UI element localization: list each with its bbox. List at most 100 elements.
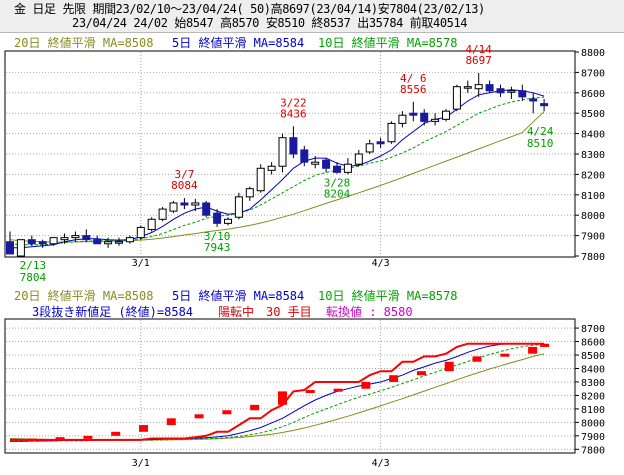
candle-up-body (507, 90, 516, 93)
candle-down-body (93, 239, 102, 245)
lower-y-tick-label: 8600 (581, 338, 605, 349)
new-price-bar (27, 438, 37, 442)
annotation-value: 8510 (527, 137, 554, 150)
candle-down-body (409, 112, 418, 116)
main-y-tick-label: 8200 (581, 170, 605, 181)
candle-up-body (169, 202, 178, 212)
new-price-bar (528, 346, 538, 354)
candle-up-body (343, 163, 352, 173)
header-period-line: 金 日足 先限 期間23/02/10～23/04/24( 50)高8697(23… (14, 2, 485, 16)
lower-y-tick-label: 8200 (581, 391, 605, 402)
main-y-tick-label: 7900 (581, 232, 605, 243)
candle-up-body (463, 86, 472, 89)
candle-down-body (180, 202, 189, 206)
new-price-title: 3段抜き新値足 (終値)=8584 (32, 304, 193, 319)
lower-ma5-line (10, 343, 545, 442)
lower-y-tick-label: 8300 (581, 378, 605, 389)
main-x-tick-label: 4/3 (372, 258, 390, 269)
lower-y-tick-label: 8000 (581, 418, 605, 429)
lower-moving-averages (9, 343, 545, 442)
candle-up-body (234, 196, 243, 218)
new-price-bar (194, 414, 204, 419)
main-y-tick-label: 8000 (581, 211, 605, 222)
lower-ma20-line (9, 353, 545, 441)
candle-down-body (27, 239, 36, 245)
main-candles (6, 73, 549, 257)
lower-y-tick-label: 7900 (581, 432, 605, 443)
new-price-bar (250, 404, 260, 411)
new-price-bar (540, 343, 550, 347)
legend-ma20-lower: 20日 終値平滑 MA=8508 (14, 288, 153, 303)
main-ma10-line (9, 96, 545, 246)
main-y-tick-label: 8700 (581, 68, 605, 79)
annotation-value: 7943 (204, 241, 231, 254)
new-price-bar (55, 437, 65, 441)
candle-up-body (256, 167, 265, 192)
annotation-value: 8436 (280, 107, 307, 120)
candle-up-body (125, 237, 134, 243)
main-y-tick-label: 8800 (581, 48, 605, 59)
chart-header: 金 日足 先限 期間23/02/10～23/04/24( 50)高8697(23… (0, 0, 624, 33)
candle-up-body (452, 86, 461, 110)
candle-down-body (82, 235, 91, 241)
new-price-reversal: 転換値 : 8580 (326, 304, 413, 319)
new-price-bar (138, 425, 148, 432)
candle-up-body (442, 110, 450, 120)
new-price-bar (83, 435, 93, 439)
candle-up-body (398, 114, 407, 124)
main-y-tick-label: 8500 (581, 109, 605, 120)
annotation-date: 3/7 (174, 168, 194, 181)
new-price-bar (361, 381, 371, 389)
annotation-date: 3/22 (280, 96, 307, 109)
annotation-date: 4/ 6 (400, 72, 427, 85)
annotation-value: 8697 (465, 54, 492, 67)
annotation-date: 2/13 (20, 259, 47, 272)
lower-plot-frame (4, 318, 576, 454)
legend-ma10-lower: 10日 終値平滑 MA=8578 (318, 288, 457, 303)
candle-up-body (49, 237, 58, 245)
new-price-bar (166, 418, 176, 426)
new-price-bar (444, 361, 454, 372)
candle-up-body (147, 218, 156, 230)
new-price-bar (277, 391, 287, 405)
candle-down-body (518, 90, 527, 98)
main-ma5-line (10, 89, 545, 249)
lower-y-tick-label: 7800 (581, 445, 605, 456)
candle-down-body (485, 84, 494, 92)
candle-up-body (16, 239, 25, 257)
candle-down-body (529, 98, 538, 102)
lower-x-tick-label: 3/1 (132, 458, 150, 469)
legend-ma10: 10日 終値平滑 MA=8578 (318, 35, 457, 50)
annotation-date: 4/14 (465, 43, 492, 56)
candle-up-body (431, 118, 440, 122)
candle-up-body (60, 237, 69, 241)
candle-down-body (202, 202, 211, 216)
main-y-tick-label: 8400 (581, 130, 605, 141)
candle-up-body (267, 165, 276, 171)
annotation-value: 7804 (20, 271, 47, 284)
candle-up-body (224, 218, 232, 224)
candle-up-body (245, 188, 254, 198)
candle-down-body (6, 241, 14, 255)
annotation-value: 8556 (400, 83, 427, 96)
candle-down-body (420, 112, 429, 122)
candle-up-body (354, 153, 363, 165)
main-y-axis: 7800 7900 8000 8100 8200 8300 8400 8500 8600 8700… (575, 48, 605, 263)
new-price-bar (333, 388, 343, 392)
legend-ma5: 5日 終値平滑 MA=8584 (172, 35, 304, 50)
candle-up-body (474, 84, 483, 90)
new-price-bar (111, 431, 121, 436)
main-x-axis: 3/1 4/3 (132, 258, 390, 269)
lower-y-axis: 7800 7900 8000 8100 8200 8300 8400 8500 8600 8700 (575, 324, 605, 456)
candle-up-body (136, 226, 145, 239)
lower-new-price-bars (10, 342, 550, 442)
legend-ma5-lower: 5日 終値平滑 MA=8584 (172, 288, 304, 303)
main-ma20-line (9, 111, 545, 243)
lower-y-tick-label: 8100 (581, 405, 605, 416)
candle-up-body (387, 122, 396, 143)
main-grid (6, 52, 574, 256)
candle-down-body (376, 141, 385, 145)
candle-down-body (38, 241, 47, 245)
